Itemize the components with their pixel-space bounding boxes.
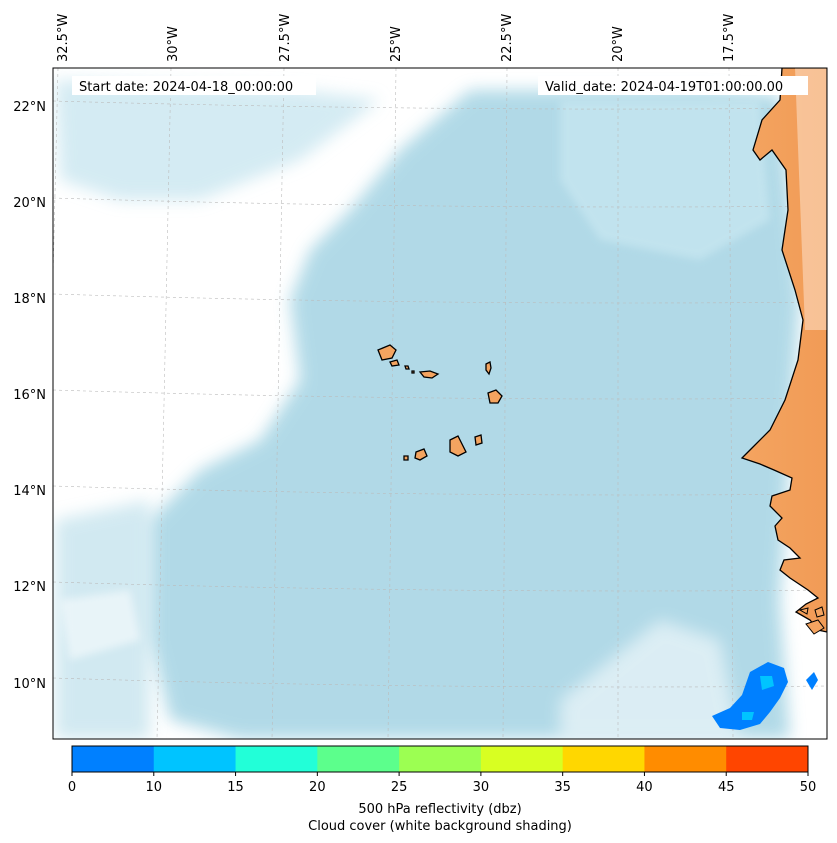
lon-label-32-5w: 32.5°W (56, 14, 71, 62)
cloud-cover-shading (55, 80, 800, 739)
colorbar: 0 10 15 20 25 30 35 40 45 50 500 hPa reflectivity… (68, 745, 816, 834)
colorbar-ticks: 0 10 15 20 25 30 35 40 45 50 (68, 772, 816, 795)
lon-label-27-5w: 27.5°W (278, 14, 293, 62)
colorbar-tick-label: 15 (227, 780, 244, 795)
colorbar-swatch (480, 746, 564, 772)
valid-date-box (538, 76, 808, 95)
lat-label-12n: 12°N (13, 580, 46, 595)
lat-label-22n: 22°N (13, 100, 46, 115)
valid-date-label: Valid_date: 2024-04-19T01:00:00.00 (545, 80, 783, 95)
lon-label-17-5w: 17.5°W (722, 14, 737, 62)
lon-label-30w: 30°W (166, 26, 181, 62)
map-frame (52, 67, 828, 740)
colorbar-swatch (562, 746, 645, 772)
colorbar-tick-label: 40 (636, 780, 653, 795)
colorbar-swatch (153, 746, 237, 772)
land-fade-strip (795, 68, 827, 330)
lon-label-20w: 20°W (611, 26, 626, 62)
colorbar-tick-label: 35 (554, 780, 571, 795)
start-date-label: Start date: 2024-04-18_00:00:00 (79, 80, 293, 95)
colorbar-sublabel: Cloud cover (white background shading) (308, 819, 572, 834)
reflectivity-patch (712, 662, 818, 730)
colorbar-tick-label: 20 (309, 780, 326, 795)
lat-label-10n: 10°N (13, 677, 46, 692)
bissagos-islands (805, 619, 825, 635)
coastal-islet (814, 606, 825, 618)
colorbar-tick-label: 25 (391, 780, 408, 795)
graticule (53, 68, 827, 739)
lon-label-25w: 25°W (389, 26, 404, 62)
latitude-labels: 22°N 20°N 18°N 16°N 14°N 12°N 10°N (13, 100, 46, 692)
coastal-islet (798, 607, 809, 615)
colorbar-frame (71, 745, 809, 773)
cape-verde-islands (377, 344, 503, 461)
colorbar-swatch (235, 746, 318, 772)
start-date-box (72, 76, 316, 95)
colorbar-swatch (644, 746, 727, 772)
lat-label-20n: 20°N (13, 196, 46, 211)
colorbar-tick-label: 10 (146, 780, 163, 795)
colorbar-label: 500 hPa reflectivity (dbz) (358, 802, 521, 817)
colorbar-tick-label: 0 (68, 780, 76, 795)
colorbar-tick-label: 30 (473, 780, 490, 795)
colorbar-swatches (72, 746, 809, 772)
lat-label-18n: 18°N (13, 292, 46, 307)
colorbar-tick-label: 50 (800, 780, 817, 795)
lat-label-16n: 16°N (13, 388, 46, 403)
colorbar-swatch (72, 746, 155, 772)
map-panel (53, 68, 827, 739)
lon-label-22-5w: 22.5°W (500, 14, 515, 62)
colorbar-swatch (399, 746, 482, 772)
colorbar-tick-label: 45 (718, 780, 735, 795)
lat-label-14n: 14°N (13, 484, 46, 499)
colorbar-swatch (726, 746, 809, 772)
colorbar-swatch (317, 746, 400, 772)
longitude-labels: 32.5°W 30°W 27.5°W 25°W 22.5°W 20°W 17.5… (56, 14, 737, 62)
